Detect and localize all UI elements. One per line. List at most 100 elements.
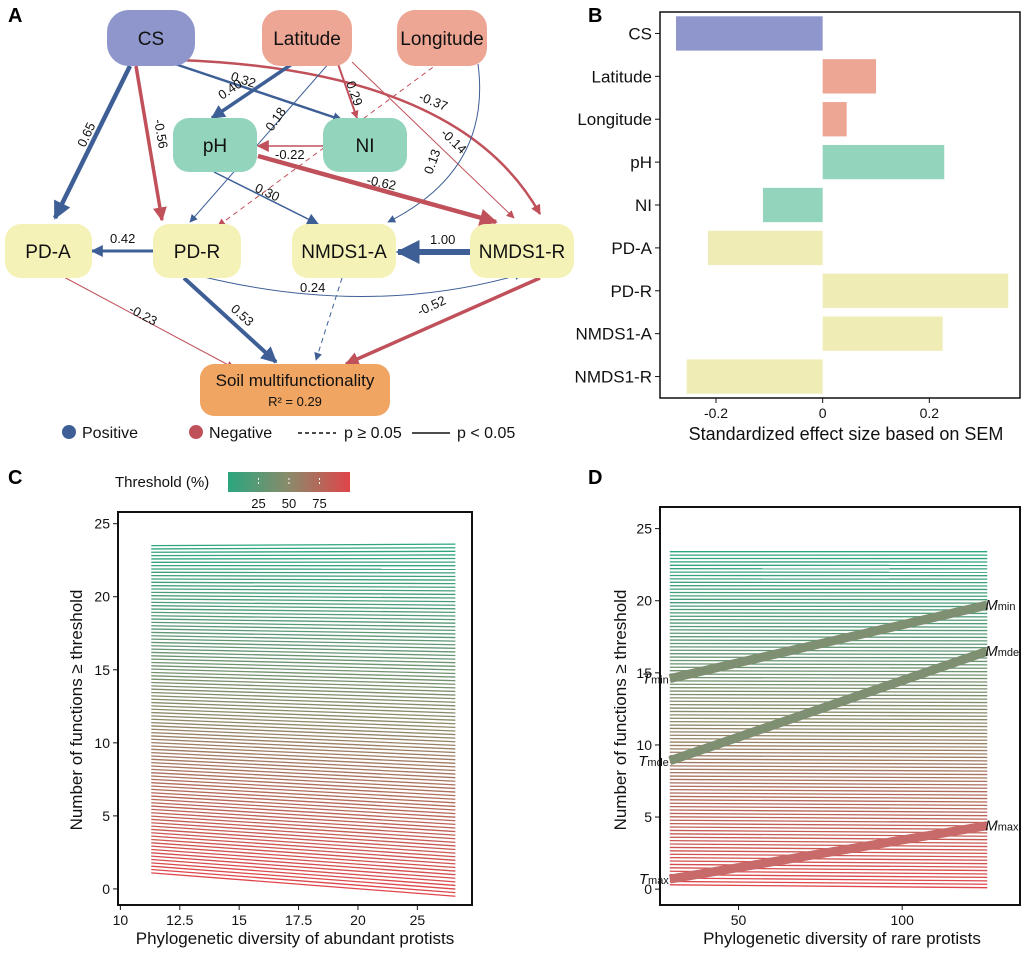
plot-frame bbox=[117, 511, 473, 906]
threshold-line bbox=[151, 788, 456, 808]
coef-ph-nmds1a: 0.30 bbox=[253, 180, 282, 204]
threshold-line bbox=[669, 880, 988, 885]
threshold-line bbox=[151, 858, 456, 883]
threshold-line bbox=[669, 636, 988, 639]
colorbar-ticks: 25 50 75 bbox=[251, 478, 327, 511]
node-pd-a-label: PD-A bbox=[25, 242, 71, 263]
threshold-line bbox=[669, 785, 988, 789]
threshold-line bbox=[669, 714, 988, 717]
sem-nodes: CS Latitude Longitude pH NI PD-A PD-R NM… bbox=[5, 10, 574, 416]
colorbar-title: Threshold (%) bbox=[115, 474, 209, 491]
coef-lat-pdr: 0.18 bbox=[262, 104, 289, 133]
threshold-line bbox=[669, 710, 988, 714]
threshold-line bbox=[151, 543, 456, 547]
ytick-label: 15 bbox=[636, 665, 652, 681]
threshold-line bbox=[151, 655, 456, 664]
ytick-label: 5 bbox=[102, 808, 110, 824]
node-longitude bbox=[397, 10, 487, 66]
threshold-line bbox=[669, 802, 988, 807]
ytick-label: 5 bbox=[644, 809, 652, 825]
coef-lon-nmds1a: 0.13 bbox=[421, 147, 444, 176]
ylabel-pd-r: PD-R bbox=[610, 282, 652, 301]
threshold-line bbox=[669, 856, 988, 861]
threshold-line bbox=[151, 585, 456, 588]
threshold-line bbox=[151, 621, 456, 628]
threshold-line bbox=[151, 855, 456, 879]
threshold-line bbox=[151, 571, 456, 574]
threshold-line bbox=[151, 608, 456, 614]
ylabel-ph: pH bbox=[630, 153, 652, 172]
threshold-line bbox=[151, 648, 456, 657]
threshold-line bbox=[151, 591, 456, 596]
path-pdr-multi bbox=[182, 276, 278, 364]
threshold-line bbox=[151, 581, 456, 585]
threshold-line bbox=[151, 768, 456, 786]
node-longitude-label: Longitude bbox=[400, 29, 483, 50]
node-pd-r bbox=[153, 224, 241, 278]
label-m-sub-min: min bbox=[998, 601, 1016, 613]
plot-frame bbox=[659, 506, 1021, 906]
threshold-line bbox=[151, 611, 456, 617]
threshold-line bbox=[151, 668, 456, 678]
highlight-line-mde bbox=[668, 646, 989, 766]
ytick-label: 10 bbox=[636, 737, 652, 753]
threshold-line bbox=[151, 628, 456, 635]
threshold-line bbox=[669, 860, 988, 865]
threshold-line bbox=[669, 836, 988, 841]
panel-c-xlabel: Phylogenetic diversity of abundant proti… bbox=[136, 929, 454, 948]
threshold-line bbox=[151, 550, 456, 553]
path-pdr-nmds1r bbox=[199, 272, 523, 297]
path-lat-ph bbox=[210, 62, 293, 120]
threshold-line bbox=[669, 697, 988, 700]
threshold-line bbox=[151, 735, 456, 750]
coef-lat-ni: 0.29 bbox=[343, 79, 366, 108]
panel-b: B CS Latitude Longitude pH NI PD-A PD-R NMDS1-A… bbox=[575, 5, 1021, 444]
bar-nmds1-a bbox=[822, 316, 943, 351]
bar-pd-r bbox=[822, 273, 1009, 308]
threshold-line bbox=[151, 745, 456, 761]
xtick-label: 0 bbox=[819, 405, 827, 421]
threshold-line bbox=[151, 815, 456, 836]
path-lon-nmds1a bbox=[387, 63, 481, 223]
label-m-sub-max: max bbox=[998, 822, 1019, 834]
threshold-line bbox=[669, 795, 988, 800]
node-ph-label: pH bbox=[203, 136, 227, 157]
threshold-line bbox=[151, 852, 456, 876]
threshold-line bbox=[669, 751, 988, 755]
legend-positive-dot bbox=[62, 425, 76, 439]
threshold-line bbox=[151, 782, 456, 800]
threshold-line bbox=[669, 676, 988, 680]
panel-c-plot: 0 5 10 15 20 25 10 12.5 15 17.5 20 25 bbox=[94, 511, 473, 928]
threshold-line bbox=[151, 848, 456, 872]
threshold-line bbox=[151, 718, 456, 732]
threshold-line bbox=[151, 658, 456, 667]
threshold-line bbox=[151, 598, 456, 603]
threshold-line bbox=[151, 631, 456, 639]
path-lat-ni bbox=[337, 63, 359, 119]
path-cs-pda bbox=[52, 65, 133, 220]
threshold-line bbox=[669, 822, 988, 827]
threshold-line bbox=[151, 731, 456, 746]
threshold-line bbox=[151, 845, 456, 869]
threshold-line bbox=[151, 758, 456, 775]
sem-legend: Positive Negative p ≥ 0.05 p < 0.05 bbox=[62, 425, 515, 442]
ylabel-latitude: Latitude bbox=[592, 67, 653, 86]
threshold-line bbox=[669, 812, 988, 817]
threshold-line bbox=[669, 839, 988, 844]
threshold-line bbox=[669, 721, 988, 724]
coef-ni-ph: -0.22 bbox=[275, 147, 305, 162]
xtick-label: -0.2 bbox=[704, 405, 728, 421]
threshold-line bbox=[151, 862, 456, 887]
panel-a-label: A bbox=[8, 5, 22, 27]
node-nmds1-a-label: NMDS1-A bbox=[301, 242, 387, 263]
bar-ni bbox=[762, 187, 823, 223]
xtick-label: 0.2 bbox=[920, 405, 940, 421]
xtick-label: 10 bbox=[113, 912, 129, 928]
coef-cs-pdr: -0.56 bbox=[151, 118, 171, 150]
threshold-line bbox=[669, 724, 988, 728]
ylabel-longitude: Longitude bbox=[577, 110, 652, 129]
threshold-line bbox=[151, 675, 456, 685]
threshold-line bbox=[669, 659, 988, 663]
threshold-line bbox=[669, 792, 988, 796]
threshold-line bbox=[151, 605, 456, 610]
